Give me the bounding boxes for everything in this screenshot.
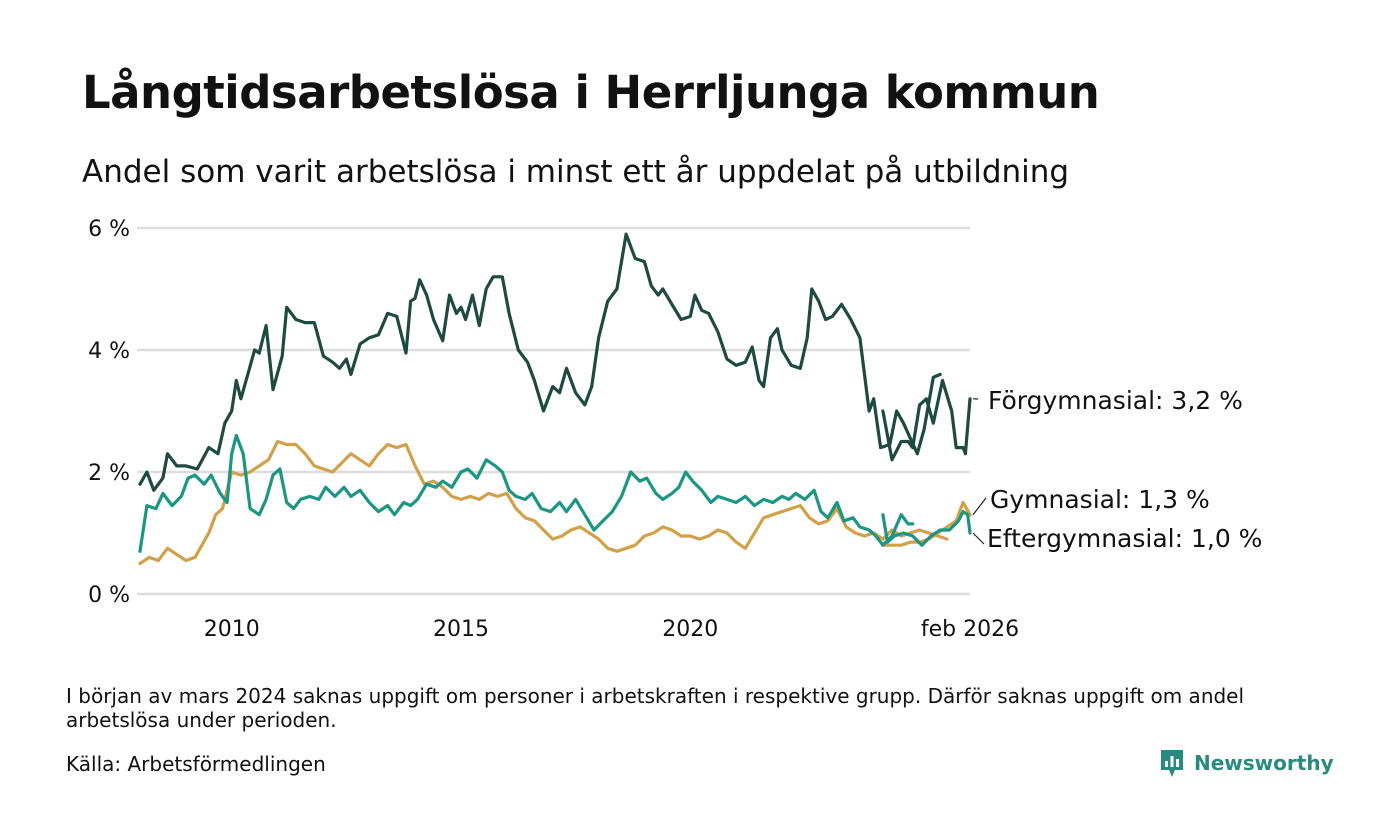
chart-title: Långtidsarbetslösa i Herrljunga kommun [82,66,1100,119]
newsworthy-chart-logo-icon [1161,750,1183,777]
leader-line-eftergymnasial [972,532,985,545]
brand-logo[interactable]: Newsworthy [1158,747,1334,779]
x-tick-label: feb 2026 [921,617,1019,642]
source-line: Källa: Arbetsförmedlingen [66,752,326,776]
line-chart: 0 % 2 % 4 % 6 % 2010 2015 2020 feb 2026 Förgym… [88,217,1262,642]
leader-line-gymnasial [972,497,987,516]
x-tick-label: 2015 [433,617,489,642]
end-label-forgymnasial: Förgymnasial: 3,2 % [988,386,1243,415]
y-tick-label: 6 % [88,217,130,242]
grid-lines [137,226,970,596]
y-tick-label: 0 % [88,583,130,608]
chart-subtitle: Andel som varit arbetslösa i minst ett å… [82,154,1070,190]
brand-name: Newsworthy [1194,751,1334,775]
y-axis-ticks: 0 % 2 % 4 % 6 % [88,217,130,608]
series-line-gymnasial [138,439,949,566]
series-end-labels: Förgymnasial: 3,2 % Gymnasial: 1,3 % Efter… [972,386,1262,553]
x-tick-label: 2010 [204,617,260,642]
end-label-eftergymnasial: Eftergymnasial: 1,0 % [987,524,1262,553]
y-tick-label: 4 % [88,339,130,364]
end-label-gymnasial: Gymnasial: 1,3 % [990,485,1210,514]
series-line-forgymnasial [138,232,942,492]
x-axis-ticks: 2010 2015 2020 feb 2026 [204,617,1019,642]
x-tick-label: 2020 [662,617,718,642]
series-line-forgymnasial-after-gap [881,378,972,462]
series-line-eftergymnasial-after-gap [881,510,972,547]
series-line-eftergymnasial [138,433,915,553]
footnote: I början av mars 2024 saknas uppgift om … [66,684,1245,732]
y-tick-label: 2 % [88,461,130,486]
series-lines [138,232,972,566]
